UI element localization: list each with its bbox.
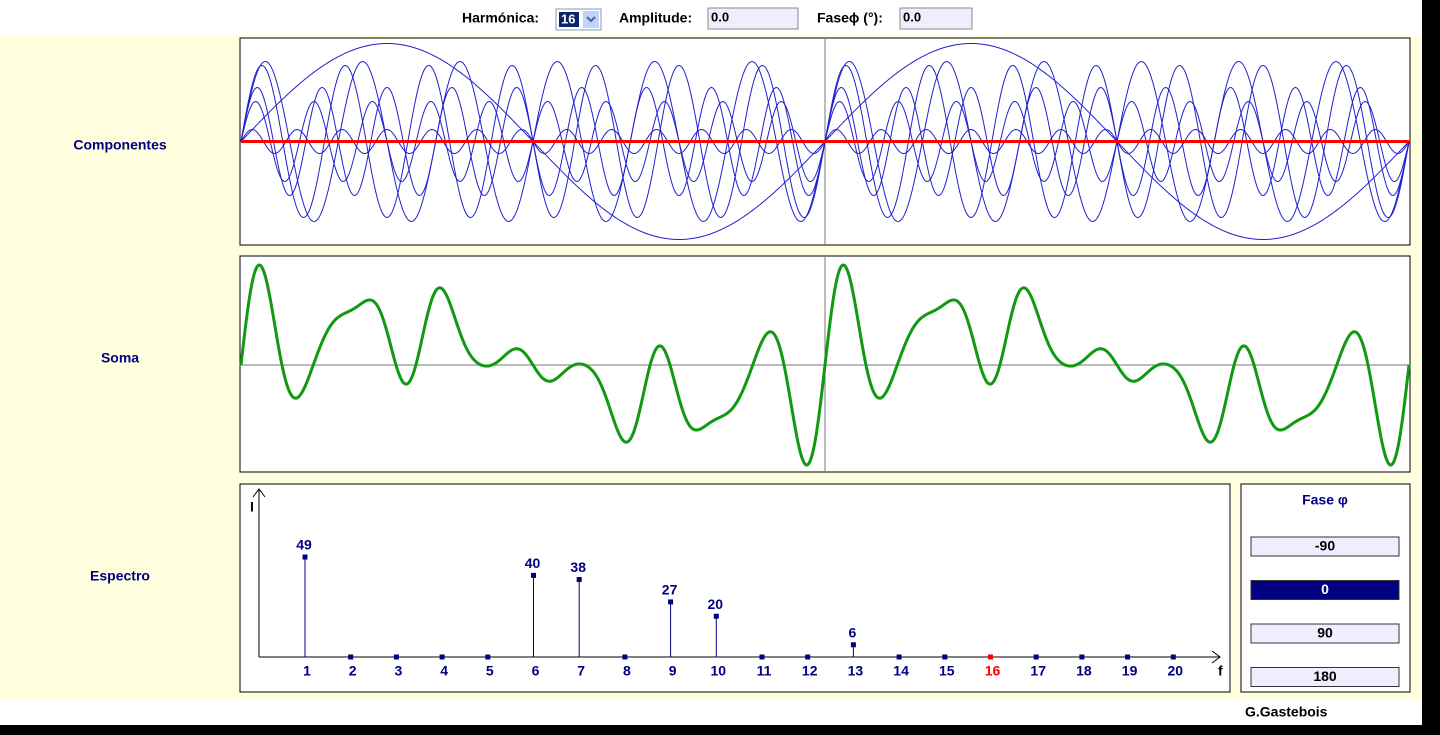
harmonic-tick-label: 19 [1122,663,1138,679]
harmonic-label: Harmónica: [462,10,539,26]
phase-button-label: 180 [1313,668,1337,684]
amplitude-label: Amplitude: [619,10,692,26]
stem-head [1033,654,1039,660]
value-label: 40 [525,555,541,571]
stem-head [348,654,354,660]
y-axis-label: I [250,499,254,515]
stem-head [439,654,445,660]
stem-head [988,654,993,660]
value-label: 6 [849,624,857,640]
stem-head [668,599,674,605]
harmonic-tick-label: 10 [711,663,727,679]
stem-head [713,613,719,619]
harmonic-tick-label: 16 [985,663,1001,679]
stem-head [393,654,399,660]
harmonic-tick-label: 14 [893,663,909,679]
stem-head [302,554,308,560]
phase-button-label: 0 [1321,581,1329,597]
harmonic-tick-label: 18 [1076,663,1092,679]
value-label: 20 [708,596,724,612]
stem-head [622,654,628,660]
harmonic-tick-label: 11 [757,663,772,679]
author: G.Gastebois [1245,704,1328,720]
phase-input[interactable] [899,7,973,30]
stem-head [942,654,948,660]
arrow-icon [586,16,596,23]
harmonic-tick-label: 3 [395,663,403,679]
spectrum-label: Espectro [90,568,150,584]
spectrum-panel [239,483,1231,693]
phase-button[interactable] [1250,623,1400,644]
phase-button[interactable] [1250,580,1400,600]
harmonic-tick-label: 2 [349,663,357,679]
stem-head [576,576,582,582]
stem-head [485,654,491,660]
value-label: 49 [296,537,312,553]
phase-button-label: 90 [1317,625,1333,641]
stem-head [759,654,765,660]
select-arrow[interactable] [583,11,599,28]
harmonic-tick-label: 4 [440,663,448,679]
stem-head [896,654,902,660]
components-label: Componentes [73,137,167,153]
harmonic-select-value: 16 [561,11,575,26]
phase-button[interactable] [1250,667,1400,687]
harmonic-tick-label: 5 [486,663,494,679]
phase-value: 0.0 [903,9,921,24]
harmonic-tick-label: 8 [623,663,631,679]
footer [0,700,1422,725]
phase-button-label: -90 [1315,538,1335,554]
harmonic-tick-label: 9 [669,663,677,679]
harmonic-select-highlight [559,12,579,27]
stem-head [1170,654,1176,660]
harmonic-tick-label: 12 [802,663,818,679]
stem-head [805,654,811,660]
sum-wave [239,263,1411,467]
harmonic-tick-label: 1 [303,663,311,679]
phase-button[interactable] [1250,536,1400,557]
harmonic-tick-label: 17 [1030,663,1046,679]
stem-head [531,572,536,578]
value-label: 38 [570,559,586,575]
stem-head [850,642,856,648]
amplitude-value: 0.0 [711,9,729,24]
value-label: 27 [662,582,678,598]
phase-title: Fase φ [1302,492,1348,508]
harmonic-tick-label: 13 [848,663,864,679]
stem-head [1079,654,1085,660]
sum-label: Soma [101,350,139,366]
phase-label: Faseϕ (°): [817,10,883,26]
harmonic-tick-label: 20 [1168,663,1184,679]
harmonic-tick-label: 6 [532,663,540,679]
axis-arrows [252,488,1221,664]
harmonic-tick-label: 7 [577,663,585,679]
harmonic-tick-label: 15 [939,663,955,679]
x-axis-label: f [1218,663,1223,679]
amplitude-input[interactable] [707,7,799,30]
stem-head [1125,654,1131,660]
